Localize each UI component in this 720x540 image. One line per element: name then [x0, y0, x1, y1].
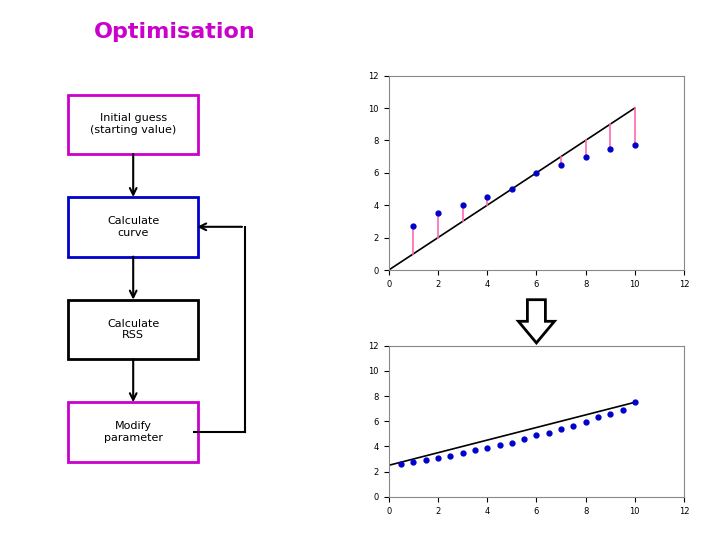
FancyBboxPatch shape: [68, 300, 198, 359]
FancyBboxPatch shape: [68, 197, 198, 256]
Text: Calculate
curve: Calculate curve: [107, 216, 159, 238]
FancyBboxPatch shape: [68, 402, 198, 462]
FancyBboxPatch shape: [68, 94, 198, 154]
Text: Calculate
RSS: Calculate RSS: [107, 319, 159, 340]
Polygon shape: [518, 300, 554, 343]
Text: Initial guess
(starting value): Initial guess (starting value): [90, 113, 176, 135]
Text: Modify
parameter: Modify parameter: [104, 421, 163, 443]
Text: Optimisation: Optimisation: [94, 22, 256, 42]
